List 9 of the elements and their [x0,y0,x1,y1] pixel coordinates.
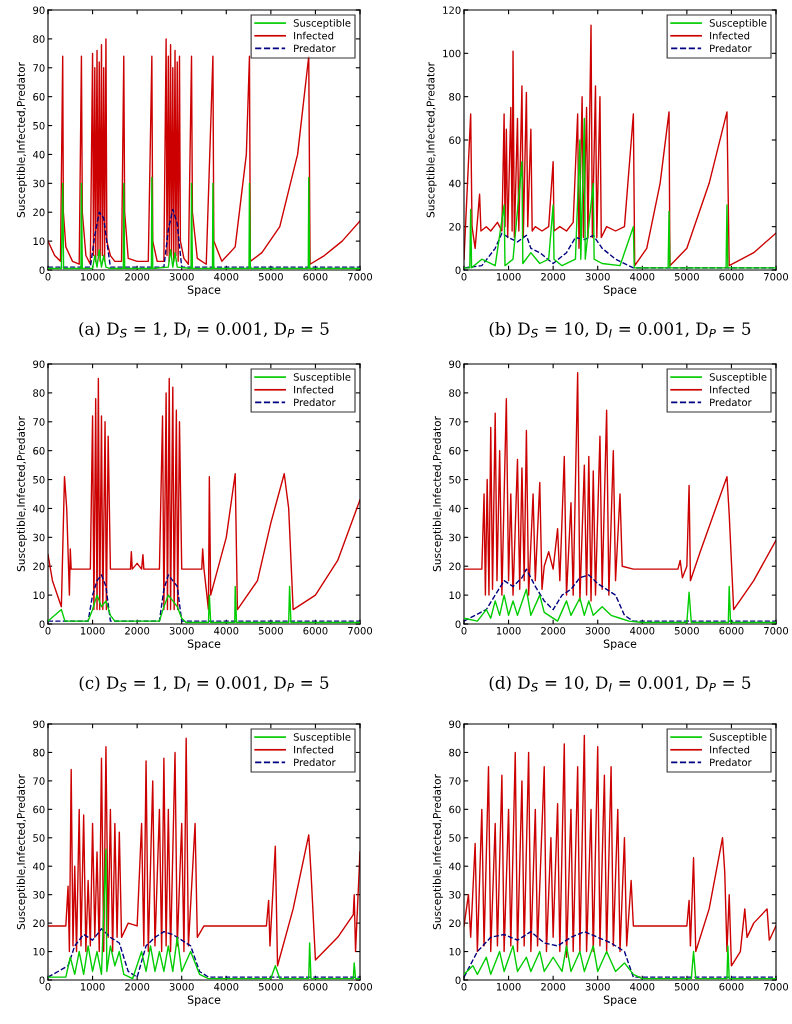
line-series [48,38,360,265]
text: (a) D$_{S}$ = 1, D$_{I}$ = 0.001, D$_{P}$ = 5 [79,322,329,338]
line-series [464,734,776,967]
line-series [48,377,360,611]
line-series [48,737,360,967]
text: (c) D$_{S}$ = 1, D$_{I}$ = 0.001, D$_{P}$ = 5 [79,676,329,692]
text: (d) D$_{S}$ = 10, D$_{I}$ = 0.001, D$_{P}$ = 5 [489,676,751,692]
text: (b) D$_{S}$ = 10, D$_{I}$ = 0.001, D$_{P}$ = 5 [489,322,751,338]
line-series [464,371,776,611]
